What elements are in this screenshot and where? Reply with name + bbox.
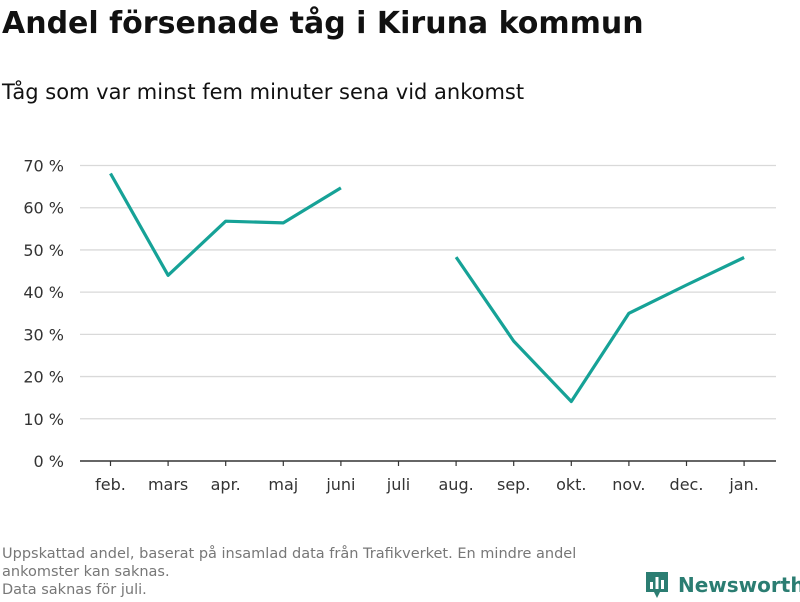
series-line-segment: [109, 172, 342, 277]
y-tick-label: 20 %: [23, 368, 64, 387]
x-tick-label: maj: [268, 475, 298, 494]
x-tick-label: dec.: [670, 475, 704, 494]
newsworthy-logo-icon: [646, 572, 668, 598]
y-tick-label: 70 %: [23, 157, 64, 176]
x-tick-label: mars: [148, 475, 188, 494]
x-tick-label: juni: [325, 475, 355, 494]
chart-subtitle: Tåg som var minst fem minuter sena vid a…: [2, 80, 525, 104]
x-tick-label: jan.: [728, 475, 758, 494]
chart-title: Andel försenade tåg i Kiruna kommun: [2, 6, 644, 41]
brand-logo: Newsworthy: [644, 568, 800, 602]
y-tick-label: 30 %: [23, 325, 64, 344]
footnote: Uppskattad andel, baserat på insamlad da…: [2, 545, 642, 599]
y-tick-label: 0 %: [34, 452, 64, 471]
x-tick-label: apr.: [211, 475, 241, 494]
x-tick-label: okt.: [556, 475, 586, 494]
brand-name: Newsworthy: [678, 573, 800, 597]
y-tick-label: 60 %: [23, 199, 64, 218]
x-tick-label: nov.: [612, 475, 645, 494]
y-tick-label: 10 %: [23, 410, 64, 429]
line-chart: 0 % 10 % 20 % 30 % 40 % 50 % 60 % 70 % feb. mars…: [23, 157, 776, 494]
series-lines: [109, 172, 745, 404]
x-tick-label: feb.: [95, 475, 126, 494]
y-tick-label: 40 %: [23, 283, 64, 302]
y-tick-label: 50 %: [23, 241, 64, 260]
x-tick-label: sep.: [497, 475, 530, 494]
footnote-line-1: Uppskattad andel, baserat på insamlad da…: [2, 546, 577, 580]
series-line-segment: [454, 256, 745, 404]
x-axis-ticks: feb. mars apr. maj juni juli aug. sep. okt. nov. d…: [95, 461, 759, 494]
x-tick-label: juli: [386, 475, 410, 494]
footnote-line-2: Data saknas för juli.: [2, 582, 147, 598]
x-tick-label: aug.: [439, 475, 474, 494]
y-axis-ticks: 0 % 10 % 20 % 30 % 40 % 50 % 60 % 70 %: [23, 157, 64, 472]
